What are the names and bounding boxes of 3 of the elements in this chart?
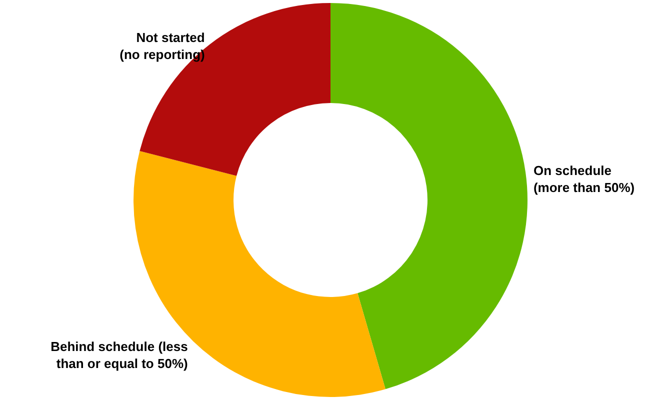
slice-label: On schedule (more than 50%) <box>533 163 635 196</box>
slice-label: Behind schedule (less than or equal to 50%) <box>50 339 188 372</box>
donut-slice <box>330 3 528 390</box>
